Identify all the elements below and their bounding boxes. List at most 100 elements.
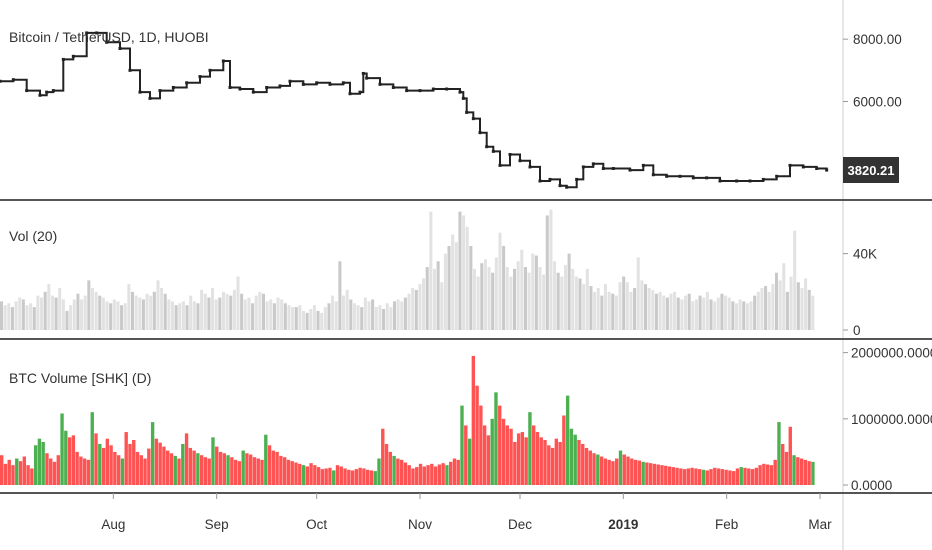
volume-bar xyxy=(658,291,662,330)
btc-volume-bar xyxy=(724,469,728,485)
btc-volume-bar xyxy=(132,439,136,485)
volume-bar xyxy=(556,272,560,330)
btc-volume-bar xyxy=(237,461,242,485)
btc-volume-bar xyxy=(158,442,162,485)
btc-volume-bar xyxy=(11,465,15,485)
btc-volume-bar xyxy=(98,443,102,485)
volume-bar xyxy=(83,295,87,330)
btc-volume-panel[interactable] xyxy=(0,355,815,485)
price-point xyxy=(691,176,695,180)
btc-volume-bar xyxy=(735,468,740,485)
volume-bar xyxy=(29,303,33,330)
volume-bar xyxy=(549,209,553,330)
volume-axis[interactable]: 40K 0 xyxy=(843,247,877,338)
btc-volume-bar xyxy=(94,433,98,485)
volume-bar xyxy=(513,268,517,330)
volume-bar xyxy=(731,301,735,330)
btc-volume-bar xyxy=(694,468,698,485)
volume-bar xyxy=(214,299,218,330)
volume-bar xyxy=(476,276,480,330)
btc-volume-bar xyxy=(0,455,4,485)
volume-bar xyxy=(709,299,713,330)
volume-bar xyxy=(196,303,200,330)
btc-volume-bar xyxy=(101,447,106,485)
btc-volume-bar xyxy=(750,469,755,485)
btc-volume-axis[interactable]: 2000000.0000 1000000.0000 0.0000 xyxy=(843,346,932,493)
btc-volume-bar xyxy=(305,466,309,485)
btc-volume-bar xyxy=(667,466,672,485)
btc-volume-bar xyxy=(532,425,536,485)
volume-panel[interactable] xyxy=(0,209,815,330)
volume-bar xyxy=(505,267,509,330)
volume-bar xyxy=(312,305,316,330)
price-point xyxy=(548,177,552,181)
volume-bar xyxy=(796,282,800,330)
btc-volume-panel-title: BTC Volume [SHK] (D) xyxy=(9,370,151,386)
volume-bar xyxy=(301,310,306,330)
volume-bar xyxy=(371,299,375,330)
volume-bar xyxy=(291,307,295,330)
price-point xyxy=(0,79,2,83)
volume-bar xyxy=(141,299,145,330)
price-point xyxy=(478,131,482,135)
price-point xyxy=(665,174,669,178)
volume-bar xyxy=(171,301,175,330)
btc-volume-bar xyxy=(479,405,483,485)
volume-bar xyxy=(567,253,571,330)
btc-volume-bar xyxy=(128,443,132,485)
volume-bar xyxy=(698,295,702,330)
btc-volume-bar xyxy=(671,467,675,485)
volume-bar xyxy=(265,301,269,330)
btc-volume-bar xyxy=(282,457,287,485)
volume-bar xyxy=(156,280,160,330)
volume-bar xyxy=(145,293,149,330)
btc-volume-bar xyxy=(181,443,185,485)
price-point xyxy=(581,165,585,169)
volume-bar xyxy=(221,291,225,330)
btc-volume-bar xyxy=(192,450,196,485)
volume-bar xyxy=(472,268,477,330)
volume-bar xyxy=(804,278,808,330)
btc-volume-bar xyxy=(139,455,143,485)
btc-volume-bar xyxy=(279,455,283,485)
btc-volume-bar xyxy=(656,464,660,485)
btc-volume-bar xyxy=(679,468,683,485)
volume-bar xyxy=(509,276,513,330)
btc-volume-bar xyxy=(539,437,543,485)
btc-volume-axis-tick-label: 2000000.0000 xyxy=(851,346,932,361)
btc-volume-bar xyxy=(116,455,121,485)
price-panel[interactable] xyxy=(0,31,829,189)
volume-bar xyxy=(574,276,578,330)
btc-volume-bar xyxy=(384,443,389,485)
btc-volume-bar xyxy=(301,465,306,485)
btc-volume-bar xyxy=(460,405,464,485)
price-point xyxy=(128,68,132,72)
price-point xyxy=(641,163,645,167)
volume-bar xyxy=(793,230,797,330)
btc-volume-bar xyxy=(486,435,491,485)
price-axis[interactable]: 8000.00 6000.00 xyxy=(843,32,902,110)
time-axis[interactable]: Aug Sep Oct Nov Dec 2019 Feb Mar xyxy=(101,493,832,532)
btc-volume-bar xyxy=(286,459,291,485)
btc-volume-bar xyxy=(573,434,577,485)
btc-volume-bar xyxy=(233,459,238,485)
btc-volume-bar xyxy=(264,434,268,485)
btc-volume-bar xyxy=(56,455,60,485)
price-point xyxy=(361,71,365,75)
btc-volume-bar xyxy=(456,459,460,485)
price-point xyxy=(718,179,722,183)
volume-bar xyxy=(272,303,276,330)
volume-bar xyxy=(734,303,738,330)
volume-bar xyxy=(189,295,193,330)
btc-volume-bar xyxy=(177,458,181,485)
btc-volume-bar xyxy=(807,461,811,485)
btc-volume-bar xyxy=(652,463,657,485)
btc-volume-bar xyxy=(335,465,340,485)
volume-bar xyxy=(494,257,498,330)
btc-volume-bar xyxy=(645,462,649,485)
volume-bar xyxy=(305,312,309,330)
volume-bar xyxy=(640,280,644,330)
price-point xyxy=(61,57,65,61)
volume-bar xyxy=(207,297,211,330)
volume-bar xyxy=(87,280,91,330)
